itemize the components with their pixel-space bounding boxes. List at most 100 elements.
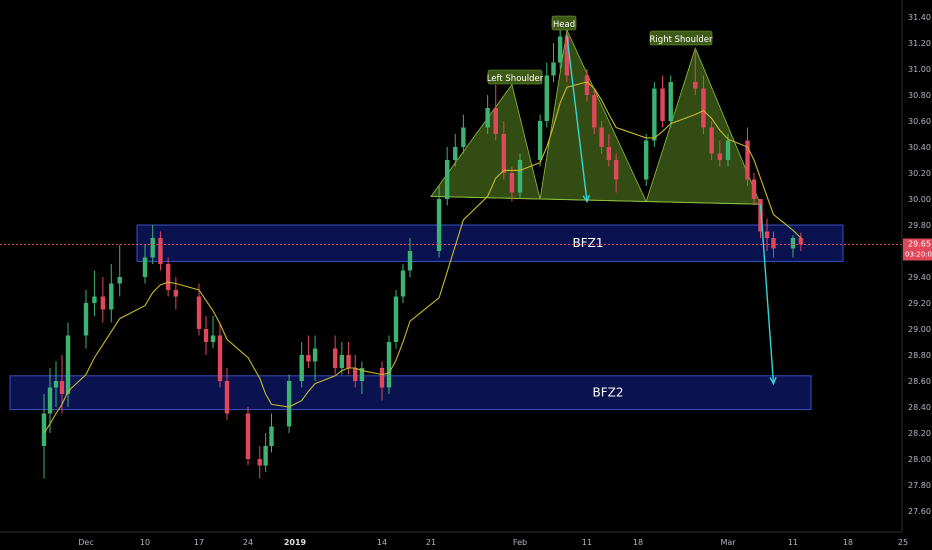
- candle: [224, 368, 230, 420]
- annotation-right-shoulder[interactable]: Right Shoulder: [650, 30, 713, 46]
- candle-body: [764, 231, 770, 238]
- candle: [53, 361, 59, 407]
- time-tick-label: Dec: [78, 538, 93, 547]
- candle-body: [393, 296, 399, 342]
- candle: [606, 134, 612, 167]
- candle: [158, 231, 163, 271]
- candle-body: [353, 368, 358, 381]
- candle: [263, 433, 268, 472]
- annotation-left-shoulder[interactable]: Left Shoulder: [487, 69, 544, 85]
- candle-body: [693, 82, 698, 89]
- time-axis[interactable]: Dec 10 17 24 2019 14 21 Feb 11 18 Mar 11 18 25: [0, 531, 908, 547]
- projection-arrow-shaft: [759, 204, 775, 384]
- annotation-left-shoulder-text: Left Shoulder: [487, 74, 544, 84]
- candle-body: [501, 134, 507, 173]
- zone-bfz2[interactable]: BFZ2: [9, 375, 812, 411]
- candle-body: [485, 108, 490, 128]
- price-tick-label: 31.20: [908, 39, 931, 48]
- candle-body: [606, 147, 612, 160]
- zone-bfz1[interactable]: BFZ1: [136, 224, 844, 262]
- candle-body: [224, 381, 230, 414]
- time-tick-label: 25: [898, 538, 908, 547]
- annotation-head[interactable]: Head: [551, 15, 577, 31]
- candle-body: [717, 153, 723, 160]
- zone-bfz1-rect[interactable]: [136, 224, 844, 262]
- candle-body: [339, 355, 345, 368]
- price-axis[interactable]: 31.40 31.20 31.00 30.80 30.60 30.40 30.20 30.00…: [901, 0, 932, 550]
- time-tick-label: 17: [194, 538, 204, 547]
- candle-body: [745, 140, 750, 180]
- candle: [745, 127, 750, 186]
- price-tick-label: 28.20: [908, 429, 931, 438]
- candle: [537, 114, 543, 167]
- candle-body: [701, 88, 706, 128]
- candle: [551, 43, 556, 82]
- candle-body: [517, 160, 523, 193]
- candle-body: [386, 342, 392, 388]
- candle: [544, 62, 549, 128]
- candle-body: [109, 283, 114, 310]
- zone-bfz2-rect[interactable]: [9, 375, 812, 411]
- candle: [613, 153, 619, 193]
- candle: [109, 264, 114, 323]
- candle: [592, 88, 597, 134]
- candle-body: [53, 381, 59, 388]
- candle: [299, 342, 304, 388]
- candle-body: [245, 413, 251, 459]
- candle-body: [41, 413, 47, 446]
- candle: [701, 75, 706, 134]
- price-tick-label: 30.00: [908, 195, 931, 204]
- candle-body: [332, 348, 338, 368]
- candle-body: [286, 381, 292, 427]
- time-tick-label: 18: [843, 538, 853, 547]
- annotation-head-bg: [551, 15, 577, 31]
- candle: [47, 368, 53, 433]
- candle-body: [592, 95, 597, 128]
- candle: [286, 374, 292, 433]
- candles-layer: [41, 30, 804, 479]
- projection-arrow-head: [769, 376, 777, 386]
- candle-body: [47, 387, 53, 414]
- current-price-badge: 29.65 03:20:08: [903, 238, 932, 261]
- candle: [485, 95, 490, 134]
- candle: [332, 335, 338, 375]
- candle: [173, 277, 179, 310]
- candle: [217, 322, 223, 388]
- projection-arrow: [759, 204, 777, 386]
- candle: [165, 257, 171, 297]
- candle: [444, 147, 450, 206]
- candle: [196, 283, 202, 336]
- price-axis-bg: [902, 0, 932, 550]
- zones-layer: BFZ1 BFZ2: [9, 224, 844, 411]
- candle: [117, 244, 122, 297]
- time-tick-label: 14: [377, 538, 387, 547]
- projection-arrow-shaft: [566, 35, 588, 202]
- candle: [668, 75, 673, 128]
- candle: [346, 342, 351, 375]
- candle-body: [142, 257, 148, 277]
- candle: [764, 218, 770, 251]
- candle: [509, 166, 515, 202]
- candle: [83, 290, 89, 349]
- candle: [517, 153, 523, 199]
- time-tick-label: Mar: [720, 538, 736, 547]
- candle-body: [359, 368, 365, 381]
- candle: [386, 335, 392, 394]
- candle: [203, 316, 209, 355]
- candle-body: [83, 303, 89, 336]
- price-tick-label: 30.40: [908, 143, 931, 152]
- time-tick-label: 2019: [284, 538, 307, 547]
- candle: [65, 322, 71, 407]
- candle: [501, 121, 507, 180]
- candle: [339, 342, 345, 375]
- zone-bfz2-label: BFZ2: [593, 386, 624, 400]
- candle-body: [165, 264, 171, 290]
- candle-body: [599, 127, 604, 147]
- price-tick-label: 27.60: [908, 507, 931, 516]
- price-tick-label: 28.00: [908, 455, 931, 464]
- time-tick-label: 11: [788, 538, 798, 547]
- candle-body: [725, 140, 731, 160]
- time-tick-label: 21: [426, 538, 436, 547]
